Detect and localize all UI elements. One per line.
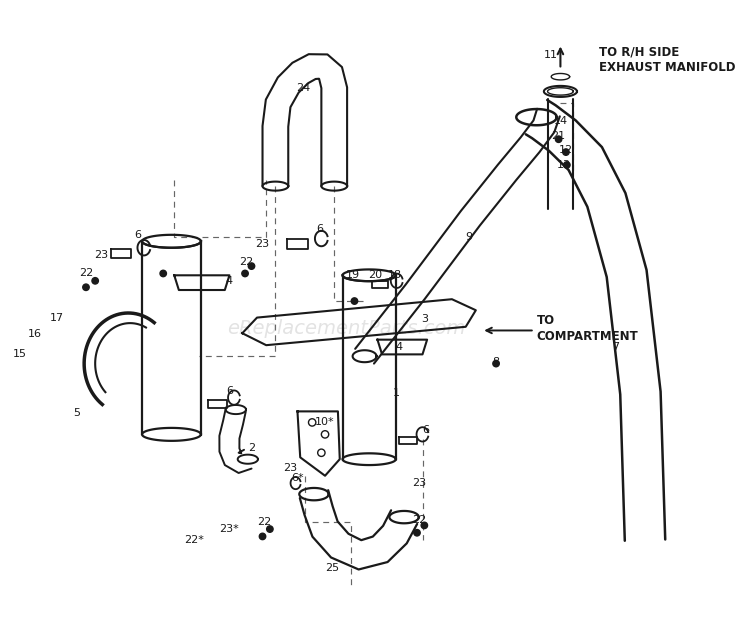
Text: 23: 23 bbox=[256, 239, 269, 249]
Circle shape bbox=[242, 270, 248, 277]
Text: 23: 23 bbox=[283, 463, 297, 473]
Text: 22*: 22* bbox=[184, 535, 205, 545]
Text: 6: 6 bbox=[423, 425, 430, 435]
Circle shape bbox=[421, 522, 428, 528]
Text: 17: 17 bbox=[50, 312, 64, 322]
Text: 20: 20 bbox=[368, 270, 382, 280]
Text: 22: 22 bbox=[257, 516, 272, 526]
Text: 6: 6 bbox=[134, 230, 141, 240]
Circle shape bbox=[564, 162, 570, 168]
Text: 12: 12 bbox=[559, 145, 573, 155]
Text: 10*: 10* bbox=[315, 418, 334, 428]
Text: TO R/H SIDE
EXHAUST MANIFOLD: TO R/H SIDE EXHAUST MANIFOLD bbox=[599, 46, 736, 74]
Text: 24: 24 bbox=[296, 83, 310, 93]
Text: 25: 25 bbox=[326, 563, 340, 573]
Circle shape bbox=[414, 530, 420, 536]
Text: 6: 6 bbox=[316, 224, 323, 234]
Text: 21: 21 bbox=[551, 131, 566, 141]
Circle shape bbox=[82, 284, 89, 290]
Text: 13: 13 bbox=[557, 160, 571, 170]
Text: TO
COMPARTMENT: TO COMPARTMENT bbox=[536, 314, 638, 343]
Text: 14: 14 bbox=[554, 116, 568, 126]
Text: 19: 19 bbox=[346, 270, 360, 280]
Text: 2: 2 bbox=[248, 443, 255, 453]
Text: 6: 6 bbox=[226, 386, 233, 396]
Text: 22: 22 bbox=[79, 269, 93, 279]
Text: 8: 8 bbox=[493, 357, 500, 367]
Text: 1: 1 bbox=[393, 388, 400, 398]
Circle shape bbox=[248, 263, 255, 269]
Text: 18: 18 bbox=[388, 270, 402, 280]
Text: 11: 11 bbox=[544, 49, 558, 59]
Text: 23: 23 bbox=[94, 250, 108, 260]
Circle shape bbox=[351, 298, 358, 304]
Text: eReplacementParts.com: eReplacementParts.com bbox=[227, 319, 465, 338]
Text: 9: 9 bbox=[465, 232, 472, 242]
Circle shape bbox=[555, 136, 562, 143]
Circle shape bbox=[260, 533, 266, 540]
Circle shape bbox=[562, 149, 569, 155]
Text: 22: 22 bbox=[238, 257, 253, 267]
Text: 4: 4 bbox=[395, 342, 402, 352]
Circle shape bbox=[267, 526, 273, 532]
Text: 23*: 23* bbox=[220, 524, 239, 534]
Text: 6*: 6* bbox=[291, 473, 304, 483]
Circle shape bbox=[92, 277, 98, 284]
Text: 4: 4 bbox=[226, 276, 233, 286]
Circle shape bbox=[493, 361, 500, 367]
Circle shape bbox=[160, 270, 166, 277]
Text: 23: 23 bbox=[412, 478, 426, 488]
Text: 22: 22 bbox=[412, 515, 426, 525]
Text: 7: 7 bbox=[612, 342, 620, 352]
Text: 15: 15 bbox=[13, 349, 27, 359]
Text: 5: 5 bbox=[74, 408, 80, 418]
Text: 3: 3 bbox=[421, 314, 428, 324]
Text: 16: 16 bbox=[28, 329, 41, 339]
